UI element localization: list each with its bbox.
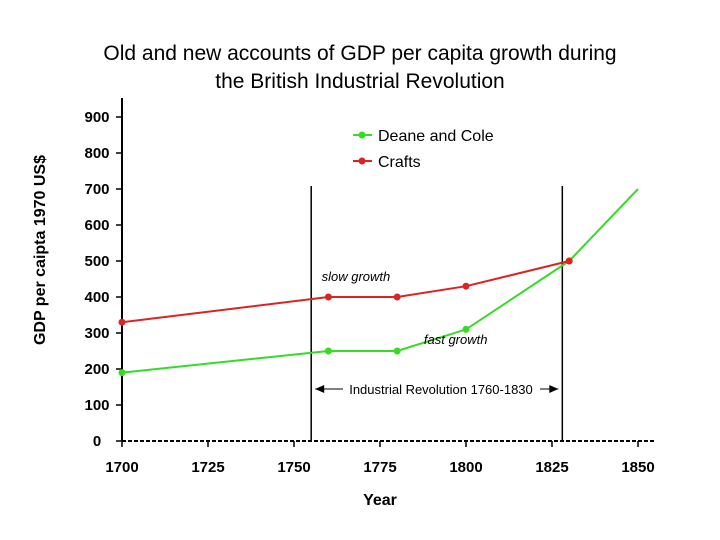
x-tick-label: 1850 — [621, 459, 654, 476]
legend-label: Deane and Cole — [378, 128, 494, 145]
x-tick-label: 1725 — [191, 459, 224, 476]
axes: 0 100 200 300 400 500 600 700 800 900 1700 1725 1750… — [84, 98, 655, 476]
x-tick-label: 1775 — [363, 459, 396, 476]
legend-swatch-marker — [358, 157, 366, 165]
y-tick-label: 800 — [84, 145, 109, 162]
y-tick-label: 700 — [84, 181, 109, 198]
y-tick-label: 300 — [84, 325, 109, 342]
legend-label: Crafts — [378, 154, 421, 171]
vertical-markers — [310, 186, 564, 441]
x-tick-label: 1800 — [449, 459, 482, 476]
series-line — [121, 188, 639, 374]
data-point — [393, 347, 401, 355]
series-1 — [118, 257, 573, 326]
y-tick-label: 0 — [93, 433, 101, 450]
annotations: slow growth fast growth Industrial Revolut… — [315, 269, 559, 397]
annotation-label: slow growth — [322, 269, 391, 284]
data-point — [118, 318, 126, 326]
data-point — [324, 347, 332, 355]
period-label: Industrial Revolution 1760-1830 — [349, 382, 533, 397]
x-tick-label: 1825 — [535, 459, 568, 476]
y-tick-label: 500 — [84, 253, 109, 270]
x-tick-label: 1750 — [277, 459, 310, 476]
y-tick-label: 400 — [84, 289, 109, 306]
data-point — [462, 325, 470, 333]
y-tick-label: 100 — [84, 397, 109, 414]
y-tick-label: 200 — [84, 361, 109, 378]
chart-title-line-2: the British Industrial Revolution — [215, 70, 504, 93]
y-axis-title: GDP per caipta 1970 US$ — [32, 155, 49, 345]
y-tick-label: 900 — [84, 109, 109, 126]
period-arrow-left-head — [315, 385, 325, 393]
annotation-label: fast growth — [424, 332, 488, 347]
legend-swatch-marker — [358, 131, 366, 139]
legend: Deane and Cole Crafts — [353, 128, 494, 171]
period-arrow-right-head — [549, 385, 559, 393]
data-point — [565, 257, 573, 265]
y-tick-label: 600 — [84, 217, 109, 234]
data-point — [393, 293, 401, 301]
chart-title-line-1: Old and new accounts of GDP per capita g… — [103, 42, 616, 65]
plot-area — [118, 188, 639, 377]
x-axis-title: Year — [363, 492, 397, 509]
data-point — [118, 369, 126, 377]
x-tick-label: 1700 — [105, 459, 138, 476]
data-point — [324, 293, 332, 301]
data-point — [462, 282, 470, 290]
